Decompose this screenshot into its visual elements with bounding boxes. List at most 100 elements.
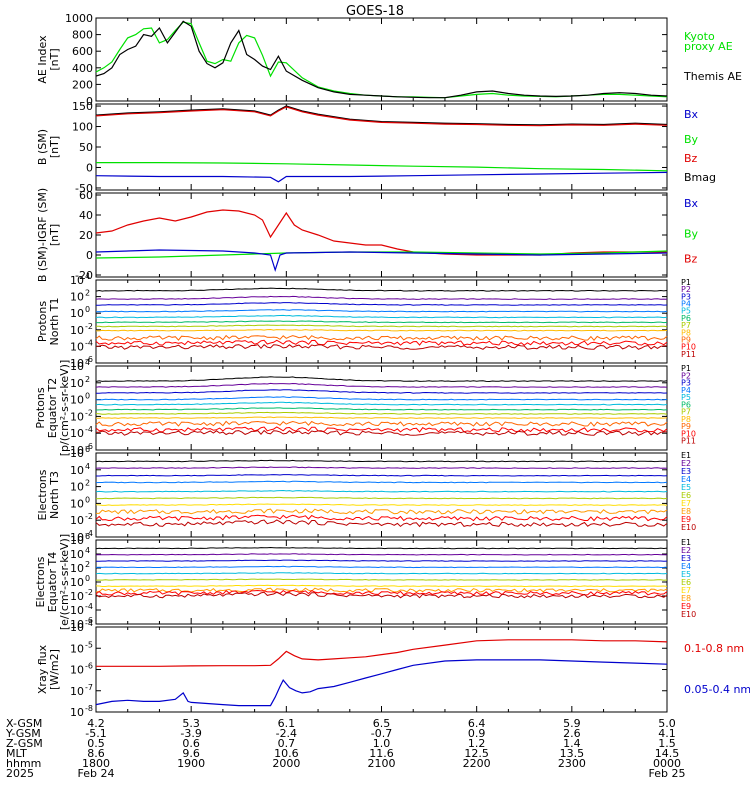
legend-entry: E5 — [681, 570, 691, 579]
y-tick-exponent: -4 — [85, 425, 93, 434]
legend-entry: Bx — [684, 197, 699, 210]
panel-frame — [95, 103, 668, 191]
legend-entry: Bz — [684, 252, 698, 265]
y-tick-exponent: 4 — [85, 358, 90, 367]
y-axis-label: B (SM) — [36, 129, 49, 165]
legend-entry: E8 — [681, 594, 691, 603]
series-p6 — [96, 320, 668, 324]
series-e5 — [95, 489, 668, 493]
series-e6 — [95, 496, 668, 500]
legend-entry: E2 — [681, 459, 691, 468]
legend-entry: proxy AE — [684, 40, 733, 53]
legend-entry: P5 — [681, 307, 691, 316]
x-row-value: -2.4 — [276, 727, 297, 740]
y-tick-label: 200 — [72, 78, 93, 91]
y-tick-label: 10 — [70, 497, 84, 510]
y-tick-label: 10 — [70, 685, 84, 698]
y-tick-label: 10 — [70, 357, 84, 370]
y-tick-exponent: 4 — [85, 462, 90, 471]
y-tick-label: 10 — [70, 427, 84, 440]
y-tick-label: 10 — [70, 377, 84, 390]
y-axis-label: [nT] — [48, 48, 61, 70]
x-row-value: 4.2 — [87, 717, 105, 730]
series-p1 — [95, 287, 668, 292]
series-p7 — [95, 324, 668, 328]
legend-entry: E6 — [681, 578, 691, 587]
y-tick-label: 10 — [70, 706, 84, 719]
y-axis-label: [e/(cm²-s-sr-keV)] — [58, 534, 71, 630]
legend-entry: By — [684, 133, 699, 146]
x-row-value: 10.6 — [274, 747, 299, 760]
y-tick-label: 0 — [86, 249, 93, 262]
x-row-value: -0.7 — [371, 727, 392, 740]
x-row-value: 4.1 — [658, 727, 676, 740]
y-tick-exponent: 2 — [85, 289, 90, 298]
x-row-value: 2100 — [368, 757, 396, 770]
legend-entry: E10 — [681, 523, 696, 532]
legend-entry: E10 — [681, 610, 696, 619]
x-row-label: X-GSM — [6, 717, 42, 730]
y-tick-exponent: -6 — [85, 355, 93, 364]
series-e2 — [95, 466, 668, 469]
y-tick-exponent: -6 — [85, 442, 93, 451]
legend-entry: P1 — [681, 278, 691, 287]
series-p2 — [95, 382, 668, 388]
y-tick-exponent: -8 — [85, 704, 93, 713]
x-row-value: 1.2 — [468, 737, 486, 750]
y-tick-exponent: -5 — [85, 640, 93, 649]
legend-entry: P5 — [681, 393, 691, 402]
x-row-value: 6.1 — [278, 717, 296, 730]
legend-entry: E8 — [681, 507, 691, 516]
y-tick-exponent: -4 — [85, 602, 93, 611]
panel-frame — [95, 17, 668, 102]
panel-legend: Bx By Bz — [684, 197, 699, 265]
series-e7 — [95, 584, 668, 588]
x-row-label: 2025 — [6, 767, 34, 780]
series-e7 — [95, 503, 668, 506]
y-tick-exponent: -6 — [85, 662, 93, 671]
legend-entry: P6 — [681, 400, 691, 409]
x-row-value: -3.9 — [180, 727, 201, 740]
legend-entry: E9 — [681, 602, 691, 611]
series-by — [96, 162, 668, 172]
y-tick-exponent: -2 — [85, 322, 93, 331]
y-tick-label: 10 — [70, 447, 84, 460]
x-row-value: 9.6 — [182, 747, 200, 760]
series-e10 — [95, 591, 668, 599]
series-p11 — [95, 344, 668, 350]
y-tick-exponent: 4 — [85, 546, 90, 555]
legend-entry: E3 — [681, 554, 691, 563]
legend-entry: E9 — [681, 515, 691, 524]
series-bx — [95, 249, 668, 272]
legend-entry: 0.1-0.8 nm — [684, 642, 744, 655]
y-axis-label: Xray flux — [36, 644, 49, 694]
x-row-value: 13.5 — [560, 747, 585, 760]
legend-entry: Kyoto — [684, 30, 715, 43]
panel-bsm: -50 0 50 100 150 B (SM) [nT] Bx By Bz Bmag — [36, 100, 716, 195]
legend-entry: P3 — [681, 292, 691, 301]
series-p9 — [95, 334, 668, 341]
x-row-value: 1.5 — [658, 737, 676, 750]
series-0.05-0.4-nm — [95, 659, 668, 707]
series-bz — [95, 106, 668, 127]
legend-entry: P3 — [681, 379, 691, 388]
y-axis-label: North T3 — [48, 471, 61, 519]
legend-entry: P2 — [681, 371, 691, 380]
y-tick-label: 1000 — [65, 12, 93, 25]
x-row-value: 8.6 — [87, 747, 105, 760]
panel-legend: Bx By Bz Bmag — [684, 108, 716, 184]
plot-title: GOES-18 — [346, 4, 404, 19]
legend-entry: E4 — [681, 562, 691, 571]
series-e9 — [95, 514, 668, 522]
y-tick-exponent: -2 — [85, 512, 93, 521]
y-axis-label: [nT] — [48, 224, 61, 246]
series-bx — [95, 171, 668, 183]
y-tick-label: 20 — [79, 229, 93, 242]
series-e9 — [95, 589, 668, 596]
series-e5 — [95, 572, 668, 575]
y-axis-label: Equator T4 — [46, 552, 59, 612]
y-tick-label: 10 — [70, 444, 84, 457]
